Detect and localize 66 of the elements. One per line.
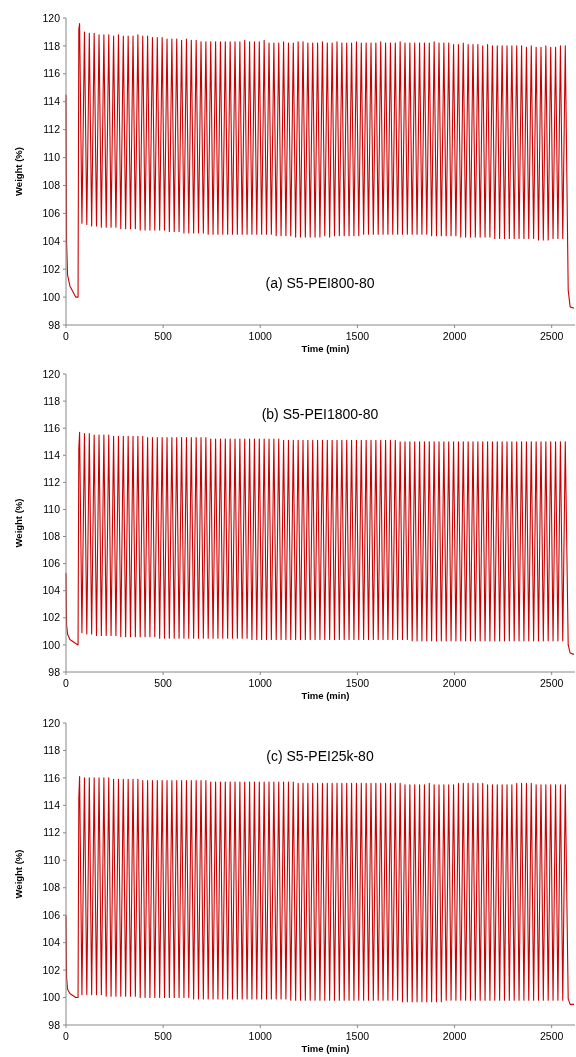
x-axis-title: Time (min) — [301, 1043, 350, 1054]
line-series — [65, 23, 575, 309]
y-tick-label: 110 — [43, 853, 61, 866]
x-tick-label: 500 — [154, 330, 173, 342]
text: (b) S5-PEI1800-80 — [261, 405, 379, 422]
x-tick-label: 1500 — [345, 1030, 370, 1042]
x-tick-label: 500 — [154, 1030, 173, 1042]
x-tick-label: 2000 — [442, 677, 467, 689]
y-tick-label: 110 — [43, 503, 61, 516]
x-axis-title: Time (min) — [301, 690, 350, 701]
x-tick-label: 1500 — [345, 677, 370, 689]
x-tick-label: 2000 — [442, 330, 467, 342]
y-tick-label: 108 — [42, 179, 61, 192]
y-tick-label: 102 — [42, 262, 61, 275]
y-tick-label: 104 — [42, 936, 61, 949]
x-tick-label: 0 — [63, 1030, 70, 1042]
y-tick-label: 108 — [42, 530, 61, 543]
x-axis-title: Time (min) — [301, 343, 350, 354]
y-tick-label: 116 — [43, 771, 61, 784]
x-tick-label: 1000 — [248, 330, 273, 342]
y-tick-label: 102 — [42, 963, 61, 976]
x-tick-label: 0 — [63, 330, 70, 342]
y-tick-label: 98 — [48, 1018, 61, 1031]
y-tick-label: 114 — [43, 799, 61, 812]
line-series — [65, 775, 575, 1005]
y-axis-title: Weight (%) — [13, 147, 24, 196]
text: (c) S5-PEI25k-80 — [266, 747, 374, 764]
y-tick-label: 114 — [43, 448, 61, 461]
y-tick-label: 114 — [43, 95, 61, 108]
y-tick-label: 106 — [42, 908, 61, 921]
y-tick-label: 112 — [43, 123, 61, 136]
text: (a) S5-PEI800-80 — [265, 274, 375, 291]
y-tick-label: 110 — [43, 151, 61, 164]
x-tick-label: 2500 — [540, 677, 564, 689]
y-tick-label: 98 — [48, 665, 61, 678]
x-tick-label: 2500 — [540, 1030, 564, 1042]
y-tick-label: 118 — [43, 39, 61, 52]
x-tick-label: 0 — [63, 677, 70, 689]
y-tick-label: 118 — [43, 394, 61, 407]
x-tick-label: 1500 — [345, 330, 370, 342]
y-tick-label: 106 — [42, 207, 61, 220]
x-tick-label: 1000 — [248, 677, 273, 689]
y-tick-label: 116 — [43, 421, 61, 434]
y-tick-label: 116 — [43, 67, 61, 80]
y-tick-label: 104 — [42, 584, 61, 597]
y-tick-label: 104 — [42, 234, 61, 247]
y-tick-label: 100 — [42, 290, 61, 303]
y-tick-label: 120 — [42, 367, 61, 380]
y-axis-title: Weight (%) — [13, 849, 24, 899]
y-tick-label: 98 — [48, 318, 61, 331]
y-tick-label: 120 — [42, 716, 61, 729]
y-tick-label: 100 — [42, 991, 61, 1004]
y-tick-label: 108 — [42, 881, 61, 894]
y-tick-label: 100 — [42, 638, 61, 651]
x-tick-label: 500 — [154, 677, 173, 689]
line-series — [65, 431, 575, 655]
x-tick-label: 1000 — [248, 1030, 273, 1042]
y-tick-label: 120 — [42, 11, 61, 24]
y-axis-title: Weight (%) — [13, 498, 24, 548]
x-tick-label: 2000 — [442, 1030, 467, 1042]
x-tick-label: 2500 — [540, 330, 564, 342]
y-tick-label: 112 — [43, 476, 61, 489]
y-tick-label: 118 — [43, 744, 61, 757]
y-tick-label: 106 — [42, 557, 61, 570]
y-tick-label: 102 — [42, 611, 61, 624]
y-tick-label: 112 — [43, 826, 61, 839]
